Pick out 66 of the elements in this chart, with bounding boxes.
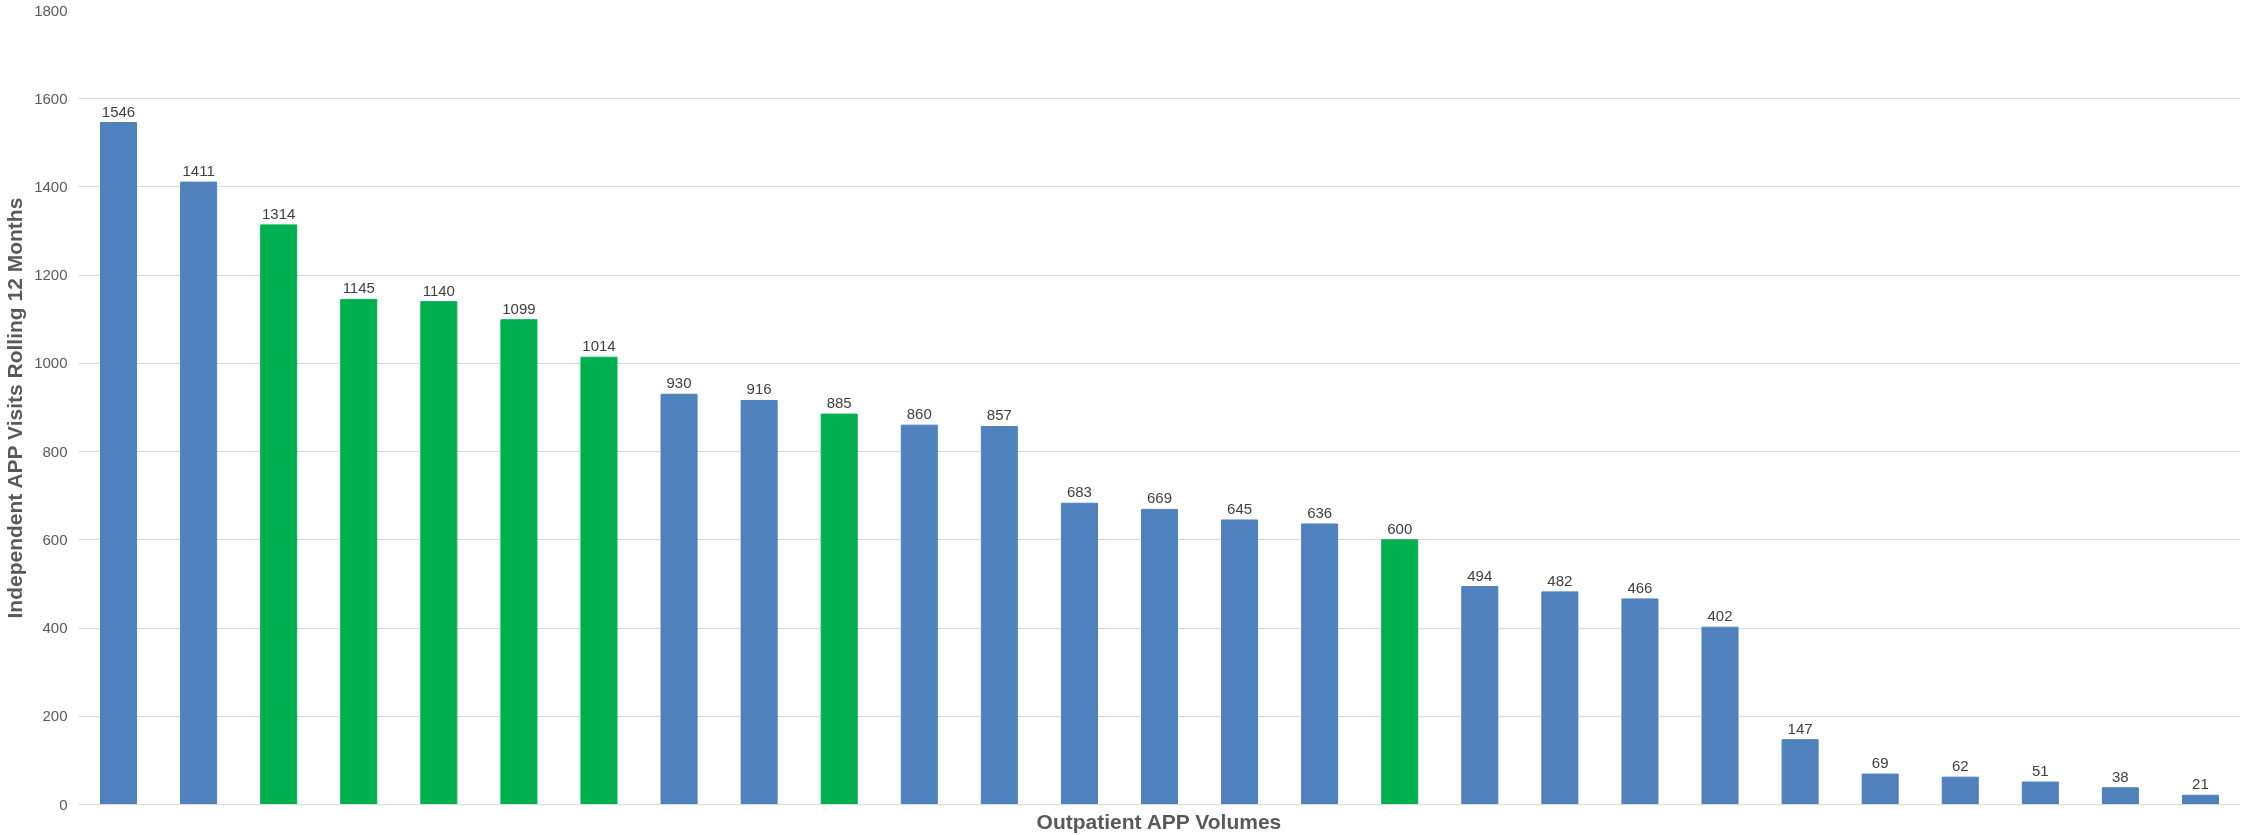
- bar: [1861, 773, 1899, 805]
- data-label: 857: [986, 406, 1012, 424]
- data-label: 1411: [182, 162, 215, 180]
- bar: [900, 424, 938, 805]
- data-label: 482: [1547, 571, 1573, 589]
- y-tick-label: 200: [42, 707, 68, 725]
- bar: [580, 356, 618, 805]
- bar: [1381, 539, 1419, 805]
- data-label: 930: [666, 374, 692, 392]
- data-label: 51: [2031, 762, 2049, 779]
- bar: [340, 298, 378, 805]
- bar: [1621, 598, 1659, 805]
- bar: [180, 181, 218, 805]
- data-label: 885: [826, 394, 852, 412]
- data-label: 494: [1467, 566, 1493, 584]
- y-tick-label: 800: [42, 442, 68, 460]
- y-tick-label: 1000: [34, 354, 68, 372]
- data-label: 147: [1787, 719, 1813, 737]
- bar: [1701, 626, 1739, 805]
- data-label: 600: [1387, 519, 1413, 537]
- data-label: 669: [1146, 489, 1173, 507]
- bar: [500, 319, 538, 805]
- bar: [260, 224, 298, 805]
- data-label: 402: [1707, 607, 1733, 625]
- data-label: 38: [2112, 767, 2129, 785]
- x-axis-title: Outpatient APP Volumes: [1036, 809, 1282, 833]
- data-label: 636: [1307, 503, 1333, 521]
- y-tick-label: 600: [42, 530, 68, 548]
- data-label: 1099: [502, 299, 536, 317]
- bar: [820, 413, 858, 805]
- data-label: 1140: [422, 281, 455, 299]
- bar: [1781, 739, 1819, 805]
- bar: [2181, 794, 2219, 805]
- bar: [1140, 508, 1179, 805]
- data-label: 466: [1627, 578, 1653, 596]
- bar: [420, 301, 458, 805]
- bar: [740, 399, 778, 805]
- bar: [660, 393, 698, 805]
- bar: [1301, 523, 1339, 805]
- data-label: 683: [1066, 483, 1092, 501]
- bar: [980, 425, 1018, 805]
- y-tick-label: 1800: [34, 1, 68, 19]
- data-label: 860: [906, 405, 932, 423]
- data-label: 21: [2192, 775, 2209, 793]
- data-label: 1145: [342, 279, 375, 297]
- bar: [2101, 787, 2139, 805]
- bar: [2021, 781, 2059, 805]
- y-tick-label: 0: [59, 795, 68, 813]
- y-tick-label: 400: [42, 619, 68, 637]
- data-label: 69: [1871, 754, 1889, 772]
- bar: [1461, 586, 1499, 805]
- y-axis-title: Independent APP Visits Rolling 12 Months: [3, 197, 27, 619]
- bar: [1941, 776, 1979, 805]
- bar: [100, 122, 138, 805]
- data-label: 916: [746, 380, 772, 398]
- bar: [1541, 591, 1579, 805]
- y-tick-label: 1400: [34, 177, 68, 195]
- data-label: 1546: [101, 102, 136, 120]
- y-tick-label: 1200: [34, 266, 68, 284]
- data-label: 62: [1951, 757, 1969, 775]
- data-label: 645: [1227, 499, 1253, 517]
- data-label: 1014: [582, 337, 616, 355]
- bar: [1221, 519, 1259, 805]
- y-tick-label: 1600: [34, 89, 68, 107]
- bar: [1060, 502, 1098, 805]
- data-label: 1314: [262, 204, 296, 222]
